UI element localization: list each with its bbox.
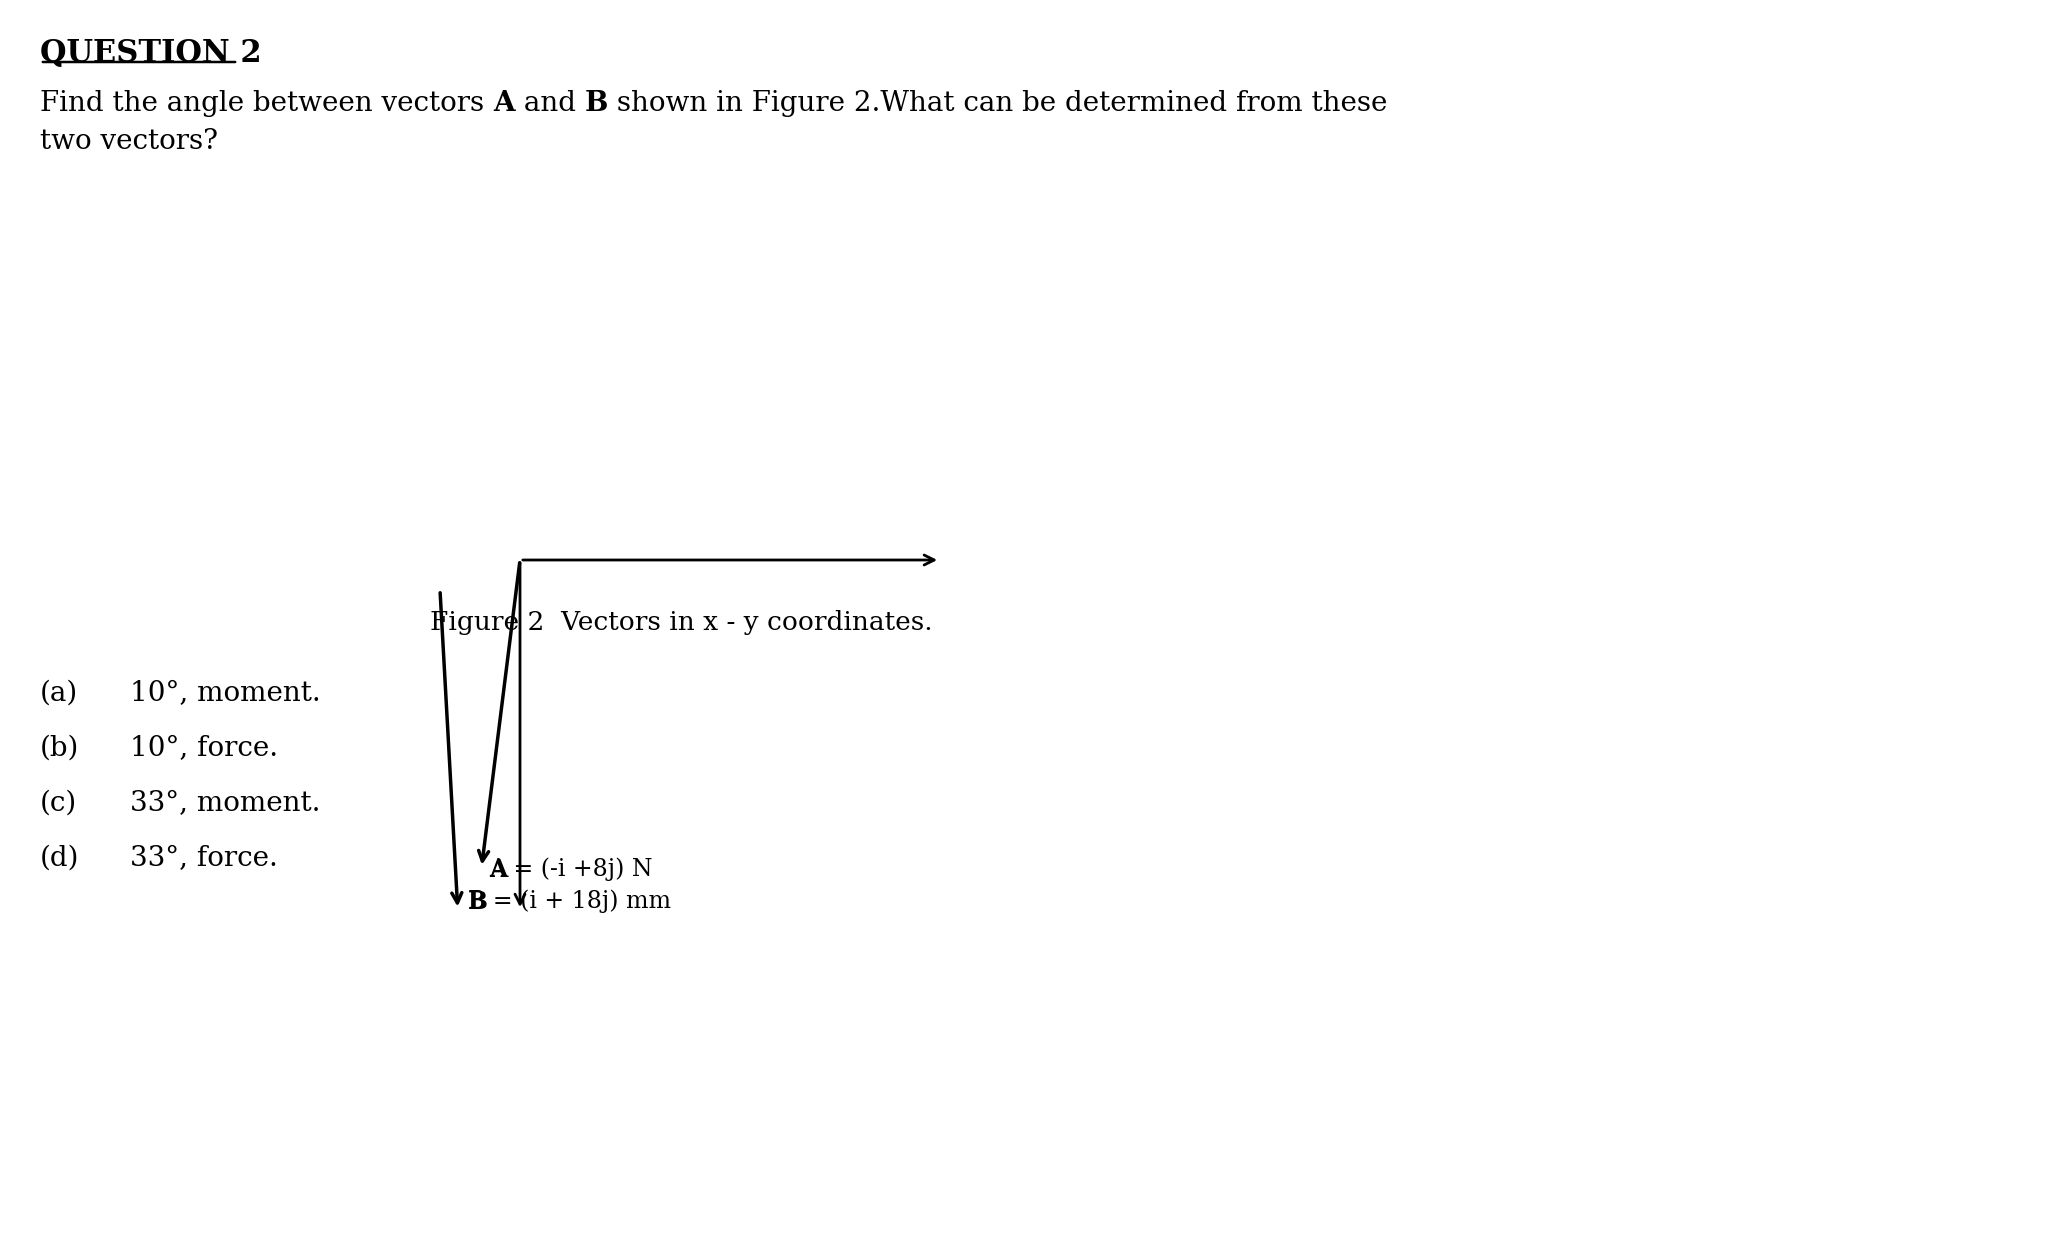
Text: and: and (516, 91, 585, 117)
Text: two vectors?: two vectors? (41, 128, 219, 155)
Text: shown in Figure 2.What can be determined from these: shown in Figure 2.What can be determined… (608, 91, 1387, 117)
Text: Figure 2  Vectors in x - y coordinates.: Figure 2 Vectors in x - y coordinates. (430, 610, 933, 635)
Text: A: A (489, 858, 507, 882)
Text: (d): (d) (41, 844, 80, 872)
Text: QUESTION 2: QUESTION 2 (41, 38, 262, 69)
Text: A = (-i +8j) N: A = (-i +8j) N (489, 858, 653, 882)
Text: 33°, force.: 33°, force. (131, 844, 278, 872)
Text: 33°, moment.: 33°, moment. (131, 790, 321, 817)
Text: B = (i + 18j) mm: B = (i + 18j) mm (469, 889, 671, 913)
Text: Find the angle between vectors: Find the angle between vectors (41, 91, 493, 117)
Text: (a): (a) (41, 680, 78, 707)
Text: (b): (b) (41, 735, 80, 763)
Text: 10°, force.: 10°, force. (131, 735, 278, 763)
Text: B: B (469, 889, 487, 914)
Text: (c): (c) (41, 790, 78, 817)
Text: 10°, moment.: 10°, moment. (131, 680, 321, 707)
Text: A: A (493, 91, 516, 117)
Text: B: B (585, 91, 608, 117)
